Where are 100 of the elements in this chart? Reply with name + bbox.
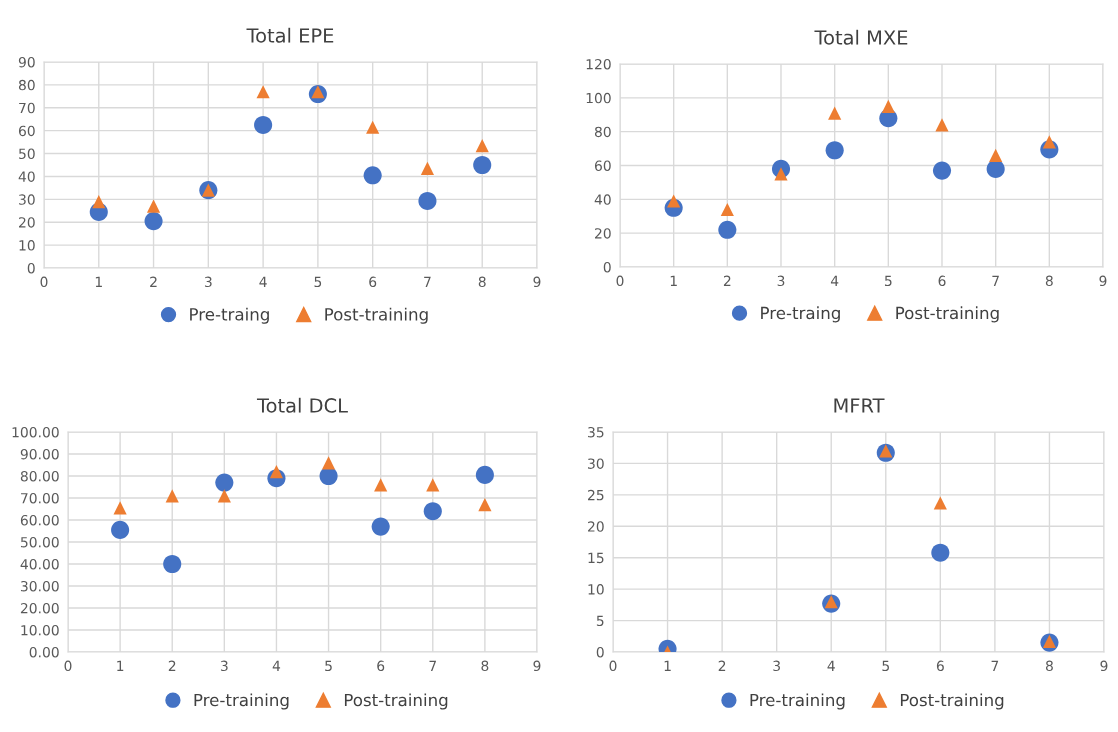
y-tick-label: 80 xyxy=(18,79,35,91)
point xyxy=(881,99,895,113)
x-tick-label: 8 xyxy=(1045,275,1053,287)
x-tick-label: 1 xyxy=(664,660,671,671)
x-tick-label: 2 xyxy=(150,276,157,287)
y-tick-label: 120 xyxy=(586,58,611,70)
x-tick-label: 4 xyxy=(259,276,267,287)
y-tick-label: 40 xyxy=(18,171,35,182)
point xyxy=(269,465,284,479)
y-tick-label: 80 xyxy=(594,126,611,138)
chart-title: Total MXE xyxy=(814,29,908,45)
x-tick-label: 6 xyxy=(936,660,944,672)
y-tick-label: 30 xyxy=(588,458,604,469)
y-tick-label: 0 xyxy=(603,261,611,273)
y-tick-label: 70 xyxy=(19,102,35,114)
legend-label: Post-training xyxy=(896,306,999,323)
y-tick-label: 100.00 xyxy=(12,426,59,438)
x-tick-label: 0 xyxy=(64,660,72,672)
point xyxy=(321,456,336,470)
x-tick-label: 2 xyxy=(168,660,176,671)
chart-title: Total EPE xyxy=(246,27,334,43)
y-tick-label: 0 xyxy=(596,646,604,658)
x-tick-label: 5 xyxy=(314,276,322,288)
x-tick-label: 0 xyxy=(616,275,624,287)
point xyxy=(935,118,949,132)
y-tick-label: 10 xyxy=(19,240,35,251)
legend-label: Pre-traing xyxy=(190,307,269,324)
x-tick-label: 4 xyxy=(830,275,839,286)
y-tick-label: 60 xyxy=(594,160,611,171)
y-tick-label: 0.00 xyxy=(29,646,59,658)
point xyxy=(111,520,130,539)
x-tick-label: 3 xyxy=(220,660,228,672)
point xyxy=(828,106,842,120)
y-tick-label: 50.00 xyxy=(20,536,59,548)
x-tick-label: 7 xyxy=(992,275,999,286)
point xyxy=(163,554,182,574)
x-tick-label: 3 xyxy=(773,660,780,672)
point xyxy=(426,478,440,492)
y-tick-label: 20 xyxy=(595,228,611,239)
y-tick-label: 10 xyxy=(588,584,604,595)
point xyxy=(144,212,163,231)
chart-title: MFRT xyxy=(834,398,885,413)
y-tick-label: 30 xyxy=(19,194,35,205)
point xyxy=(475,138,489,153)
y-tick-label: 30.00 xyxy=(20,580,59,592)
x-tick-label: 8 xyxy=(478,276,486,288)
x-tick-label: 1 xyxy=(117,660,124,671)
x-tick-label: 3 xyxy=(777,275,785,287)
point xyxy=(931,543,950,562)
x-tick-label: 7 xyxy=(424,276,431,287)
point xyxy=(254,115,273,134)
point xyxy=(165,489,179,503)
x-tick-label: 3 xyxy=(204,276,212,288)
point xyxy=(146,199,161,213)
y-tick-label: 20 xyxy=(588,521,604,532)
y-tick-label: 60.00 xyxy=(20,514,59,526)
point xyxy=(363,166,382,185)
point xyxy=(932,161,952,180)
point xyxy=(418,191,437,210)
x-tick-label: 7 xyxy=(991,660,999,671)
y-tick-label: 90.00 xyxy=(20,448,59,460)
y-tick-label: 35 xyxy=(588,426,604,438)
y-tick-label: 5 xyxy=(596,615,604,627)
point xyxy=(371,517,390,536)
point xyxy=(1042,634,1057,648)
point xyxy=(989,148,1003,162)
point xyxy=(113,501,127,515)
point xyxy=(423,502,442,521)
x-tick-label: 9 xyxy=(1099,275,1107,287)
x-tick-label: 9 xyxy=(1100,660,1108,672)
point xyxy=(473,155,492,175)
y-tick-label: 70.00 xyxy=(21,492,59,504)
y-tick-label: 90 xyxy=(18,56,35,68)
y-tick-label: 0 xyxy=(27,262,35,274)
legend-label: Pre-training xyxy=(194,693,289,710)
point xyxy=(720,202,734,217)
point xyxy=(774,167,788,181)
x-tick-label: 9 xyxy=(533,276,541,288)
x-tick-label: 2 xyxy=(718,660,726,671)
x-tick-label: 2 xyxy=(723,275,731,286)
x-tick-label: 8 xyxy=(1045,660,1053,672)
y-tick-label: 25 xyxy=(588,489,604,501)
x-tick-label: 4 xyxy=(827,660,835,671)
point xyxy=(1042,135,1056,149)
x-tick-label: 8 xyxy=(481,660,489,672)
x-tick-label: 1 xyxy=(670,275,677,286)
point xyxy=(475,465,494,484)
y-tick-label: 20.00 xyxy=(20,602,59,614)
y-tick-label: 40.00 xyxy=(20,558,59,570)
x-tick-label: 6 xyxy=(369,276,377,288)
y-tick-label: 80.00 xyxy=(20,470,59,482)
legend-label: Post-training xyxy=(325,307,428,324)
legend-label: Post-training xyxy=(900,693,1004,710)
y-tick-label: 10.00 xyxy=(21,624,59,636)
point xyxy=(217,489,231,503)
y-tick-label: 20 xyxy=(19,217,35,228)
point xyxy=(256,85,270,99)
x-tick-label: 5 xyxy=(884,275,892,287)
point xyxy=(825,141,844,160)
point xyxy=(933,496,947,510)
